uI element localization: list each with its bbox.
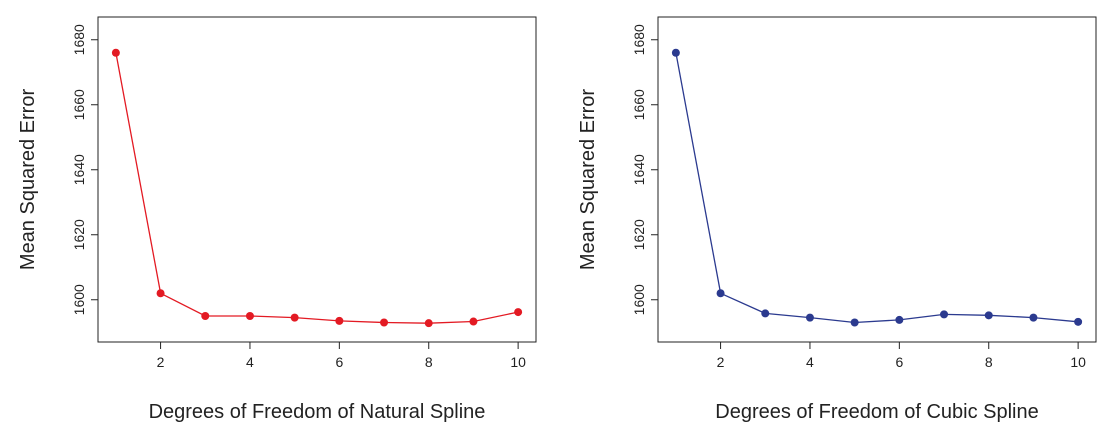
data-point bbox=[716, 289, 725, 298]
x-tick-label: 10 bbox=[1070, 354, 1086, 370]
x-axis-label: Degrees of Freedom of Natural Spline bbox=[149, 401, 486, 423]
x-tick-label: 8 bbox=[425, 354, 433, 370]
data-point bbox=[671, 48, 680, 57]
data-point bbox=[201, 312, 210, 320]
y-tick-label: 1620 bbox=[631, 219, 647, 250]
y-tick-label: 1640 bbox=[71, 154, 87, 185]
data-point bbox=[1074, 317, 1083, 326]
data-point bbox=[514, 308, 523, 317]
y-tick-label: 1600 bbox=[71, 284, 87, 315]
plot-frame bbox=[97, 16, 537, 343]
y-tick-label: 1660 bbox=[631, 89, 647, 120]
data-point bbox=[984, 311, 993, 320]
x-tick-label: 4 bbox=[246, 354, 254, 370]
natural-spline-chart: 2 4 6 8 10 1600 1620 1640 1660 1680 Degrees of Fre… bbox=[17, 16, 537, 423]
x-tick-label: 8 bbox=[985, 354, 993, 370]
data-point bbox=[290, 313, 299, 322]
data-point bbox=[805, 313, 814, 322]
data-point bbox=[245, 312, 254, 320]
y-tick-label: 1620 bbox=[71, 219, 87, 250]
x-tick-label: 6 bbox=[895, 354, 903, 370]
y-tick-label: 1680 bbox=[631, 24, 647, 55]
y-tick-label: 1640 bbox=[631, 154, 647, 185]
data-point bbox=[424, 319, 433, 328]
x-tick-label: 2 bbox=[157, 354, 165, 370]
x-tick-label: 2 bbox=[717, 354, 725, 370]
data-point bbox=[940, 310, 949, 319]
data-point bbox=[469, 317, 478, 326]
y-tick-label: 1600 bbox=[631, 284, 647, 315]
data-point bbox=[111, 48, 120, 57]
data-point bbox=[156, 289, 165, 298]
data-point bbox=[380, 318, 389, 327]
data-point bbox=[850, 318, 859, 327]
y-tick-label: 1680 bbox=[71, 24, 87, 55]
data-point bbox=[761, 309, 770, 318]
x-tick-label: 10 bbox=[510, 354, 526, 370]
series-line bbox=[115, 52, 519, 324]
x-axis-label: Degrees of Freedom of Cubic Spline bbox=[715, 401, 1039, 423]
data-point bbox=[335, 316, 344, 325]
series-line bbox=[675, 52, 1079, 324]
y-tick-label: 1660 bbox=[71, 89, 87, 120]
data-point bbox=[895, 315, 904, 324]
plot-frame bbox=[657, 16, 1097, 343]
x-tick-label: 4 bbox=[806, 354, 814, 370]
data-point bbox=[1029, 313, 1038, 322]
y-axis-label: Mean Squared Error bbox=[577, 89, 599, 271]
x-tick-label: 6 bbox=[335, 354, 343, 370]
cubic-spline-chart: 2 4 6 8 10 1600 1620 1640 1660 1680 Degrees of Fre… bbox=[577, 16, 1097, 423]
y-axis-label: Mean Squared Error bbox=[17, 89, 39, 271]
